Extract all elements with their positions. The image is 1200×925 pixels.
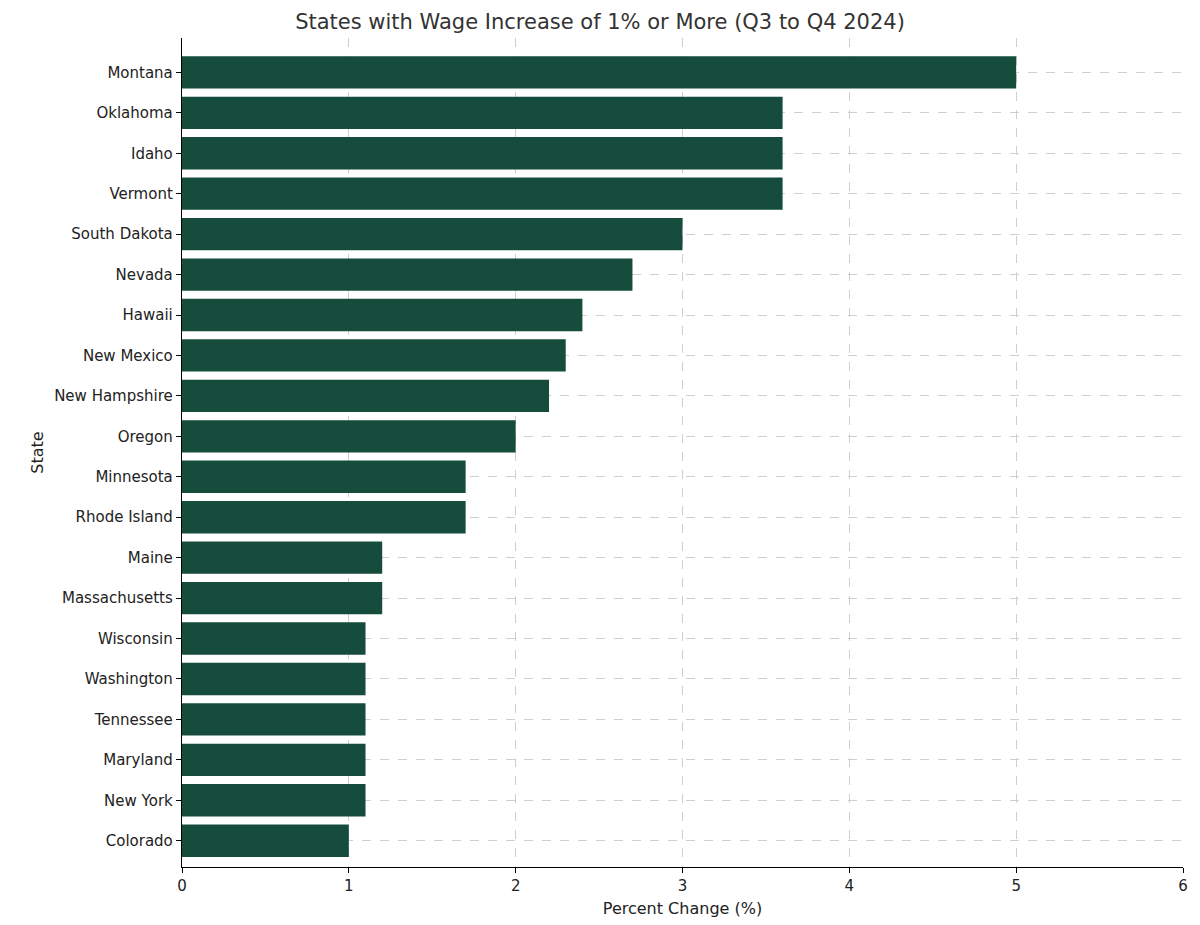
svg-text:Washington: Washington <box>85 670 173 688</box>
svg-text:Percent Change (%): Percent Change (%) <box>603 899 762 918</box>
svg-text:Vermont: Vermont <box>109 185 173 203</box>
svg-text:State: State <box>28 431 47 473</box>
svg-text:New Mexico: New Mexico <box>83 347 173 365</box>
svg-text:Minnesota: Minnesota <box>95 468 172 486</box>
svg-text:New Hampshire: New Hampshire <box>54 387 173 405</box>
svg-text:Maryland: Maryland <box>103 751 173 769</box>
svg-text:Rhode Island: Rhode Island <box>76 508 173 526</box>
svg-text:Nevada: Nevada <box>116 266 173 284</box>
svg-text:Hawaii: Hawaii <box>123 306 173 324</box>
svg-text:South Dakota: South Dakota <box>71 225 173 243</box>
svg-text:Colorado: Colorado <box>106 832 173 850</box>
svg-text:Oklahoma: Oklahoma <box>96 104 172 122</box>
svg-text:4: 4 <box>845 877 855 895</box>
svg-text:Wisconsin: Wisconsin <box>98 630 173 648</box>
svg-text:3: 3 <box>678 877 688 895</box>
svg-text:Oregon: Oregon <box>118 428 173 446</box>
svg-text:2: 2 <box>511 877 521 895</box>
svg-text:5: 5 <box>1011 877 1021 895</box>
svg-text:New York: New York <box>104 792 173 810</box>
svg-text:6: 6 <box>1178 877 1188 895</box>
svg-text:0: 0 <box>177 877 187 895</box>
svg-text:States with Wage Increase of 1: States with Wage Increase of 1% or More … <box>295 10 905 34</box>
svg-text:Tennessee: Tennessee <box>94 711 173 729</box>
svg-text:Maine: Maine <box>128 549 173 567</box>
svg-text:1: 1 <box>344 877 354 895</box>
svg-text:Idaho: Idaho <box>131 145 173 163</box>
svg-text:Massachusetts: Massachusetts <box>62 589 173 607</box>
svg-text:Montana: Montana <box>107 64 172 82</box>
